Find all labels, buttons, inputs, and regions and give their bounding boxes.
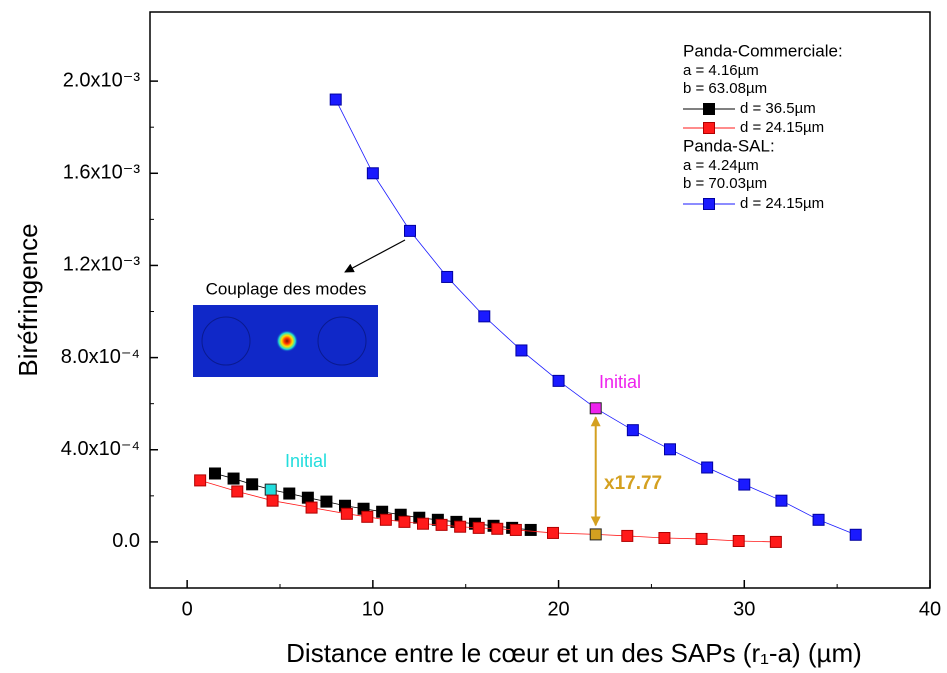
marker <box>301 491 314 504</box>
highlight-marker <box>589 528 602 541</box>
marker <box>701 461 714 474</box>
highlight-marker <box>589 402 602 415</box>
y-tick-label: 8.0x10⁻⁴ <box>61 346 140 368</box>
highlight-marker <box>264 483 277 496</box>
marker <box>283 487 296 500</box>
y-tick-label: 0.0 <box>112 530 140 552</box>
marker <box>775 494 788 507</box>
marker <box>812 513 825 526</box>
marker <box>547 526 559 539</box>
y-tick-label: 2.0x10⁻³ <box>63 69 141 91</box>
annotation: Couplage des modes <box>206 279 367 298</box>
marker <box>626 424 639 437</box>
marker <box>441 270 454 283</box>
legend-marker <box>703 122 715 134</box>
marker <box>849 528 862 541</box>
marker <box>621 529 634 542</box>
legend-param: a = 4.16µm <box>683 62 759 79</box>
legend-group-title: Panda-Commerciale: <box>683 41 843 60</box>
marker <box>515 344 528 357</box>
x-axis-label: Distance entre le cœur et un des SAPs (r… <box>286 638 862 668</box>
legend-label: d = 24.15µm <box>740 119 824 136</box>
x-tick-label: 40 <box>919 598 941 620</box>
y-axis-label: Biréfringence <box>13 223 43 376</box>
marker <box>231 485 244 498</box>
marker <box>552 374 565 387</box>
y-tick-label: 1.2x10⁻³ <box>63 254 141 276</box>
y-tick-label: 1.6x10⁻³ <box>63 162 141 184</box>
marker <box>305 501 318 514</box>
marker <box>194 474 207 487</box>
marker <box>366 167 379 180</box>
marker <box>404 224 416 237</box>
marker <box>769 535 782 548</box>
marker <box>491 522 504 535</box>
mode-inset <box>193 305 378 377</box>
marker <box>695 532 708 545</box>
marker <box>472 521 485 534</box>
marker <box>227 472 240 485</box>
marker <box>658 532 671 545</box>
legend-marker <box>703 103 715 115</box>
legend-label: d = 24.15µm <box>740 195 824 212</box>
marker <box>732 534 745 547</box>
marker <box>246 478 259 491</box>
legend-group-title: Panda-SAL: <box>683 136 775 155</box>
inset-arrow <box>344 239 406 273</box>
annotation: x17.77 <box>604 473 662 494</box>
marker <box>435 518 448 531</box>
annotation: Initial <box>599 372 641 392</box>
marker <box>478 310 491 323</box>
legend-marker <box>703 198 715 210</box>
marker <box>266 494 279 507</box>
x-tick-label: 10 <box>362 598 384 620</box>
x-tick-label: 0 <box>182 598 193 620</box>
legend-param: b = 70.03µm <box>683 175 767 192</box>
marker <box>509 523 522 536</box>
annotation: Initial <box>285 451 327 471</box>
marker <box>379 513 392 526</box>
legend-param: a = 4.24µm <box>683 157 759 174</box>
marker <box>340 507 353 520</box>
marker <box>738 478 751 491</box>
marker <box>454 520 467 533</box>
legend-label: d = 36.5µm <box>740 100 816 117</box>
marker <box>417 517 429 530</box>
marker <box>398 515 411 528</box>
marker <box>329 93 342 106</box>
marker <box>209 467 221 480</box>
legend-param: b = 63.08µm <box>683 80 767 97</box>
plot-frame <box>149 11 931 589</box>
marker <box>361 510 374 523</box>
y-tick-label: 4.0x10⁻⁴ <box>61 438 140 460</box>
marker <box>524 523 537 536</box>
x-tick-label: 30 <box>733 598 755 620</box>
marker <box>320 495 333 508</box>
marker <box>664 443 676 456</box>
x-tick-label: 20 <box>547 598 569 620</box>
